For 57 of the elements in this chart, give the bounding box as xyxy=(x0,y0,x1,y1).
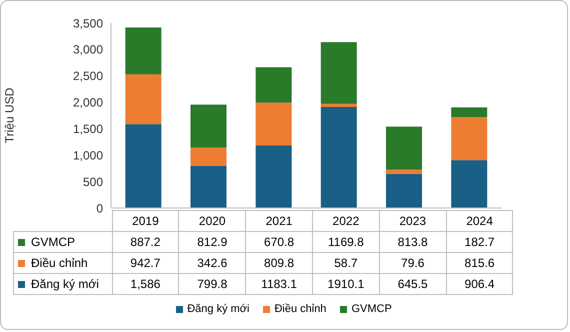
data-label: 812.9 xyxy=(178,232,246,252)
bar xyxy=(125,124,162,208)
y-tick-label: 2,500 xyxy=(72,69,104,84)
bar xyxy=(320,104,357,108)
data-label: 79.6 xyxy=(379,252,446,274)
data-label: 942.7 xyxy=(112,252,179,274)
y-tick-label: 1,500 xyxy=(72,122,104,136)
bar xyxy=(190,148,227,166)
bar xyxy=(125,27,162,74)
legend-label: GVMCP xyxy=(14,232,112,252)
data-label: 809.8 xyxy=(246,252,312,274)
x-tick-label: 2022 xyxy=(312,210,380,232)
data-label: 1183.1 xyxy=(246,274,312,294)
data-label: 906.4 xyxy=(446,274,513,294)
text: Điều chỉnh xyxy=(274,303,326,315)
data-label: 1169.8 xyxy=(312,232,380,252)
data-label: 813.8 xyxy=(379,232,446,252)
x-tick-label: 2020 xyxy=(178,210,246,232)
bar xyxy=(256,145,292,208)
bar xyxy=(386,126,422,170)
bar xyxy=(451,116,488,160)
data-label: 342.6 xyxy=(178,252,246,274)
legend-label: Điều chỉnh xyxy=(14,252,112,274)
bar xyxy=(125,74,162,124)
x-tick-label: 2024 xyxy=(446,210,513,232)
bar xyxy=(386,170,422,174)
bar xyxy=(320,42,357,104)
y-tick-label: 1,000 xyxy=(72,148,104,162)
bar xyxy=(190,104,227,148)
data-label: 1910.1 xyxy=(312,274,380,294)
bar xyxy=(451,160,488,208)
bar xyxy=(256,102,292,146)
data-label: 58.7 xyxy=(312,252,380,274)
data-label: 182.7 xyxy=(446,232,513,252)
y-axis-title: Triệu USD xyxy=(2,87,16,144)
y-tick-label: 3,500 xyxy=(72,16,104,30)
x-tick-label: 2019 xyxy=(112,210,179,232)
bar xyxy=(256,67,292,103)
data-label: 799.8 xyxy=(178,274,246,294)
y-tick-label: 3,000 xyxy=(72,42,104,57)
y-tick-label: 0 xyxy=(96,201,104,216)
text: Đăng ký mới xyxy=(187,303,250,315)
x-tick-label: 2021 xyxy=(246,210,312,232)
y-tick-label: 500 xyxy=(82,174,104,189)
bar xyxy=(386,174,422,208)
legend-label: Đăng ký mới xyxy=(14,274,112,294)
bar xyxy=(320,107,357,208)
data-label: 645.5 xyxy=(379,274,446,294)
data-label: 1,586 xyxy=(112,274,179,294)
y-tick-label: 2,000 xyxy=(72,96,104,110)
data-label: 670.8 xyxy=(246,232,312,252)
x-tick-label: 2023 xyxy=(379,210,446,232)
bar xyxy=(190,166,227,208)
data-label: 815.6 xyxy=(446,252,513,274)
text: GVMCP xyxy=(351,303,392,315)
bar xyxy=(451,107,488,117)
data-label: 887.2 xyxy=(112,232,179,252)
